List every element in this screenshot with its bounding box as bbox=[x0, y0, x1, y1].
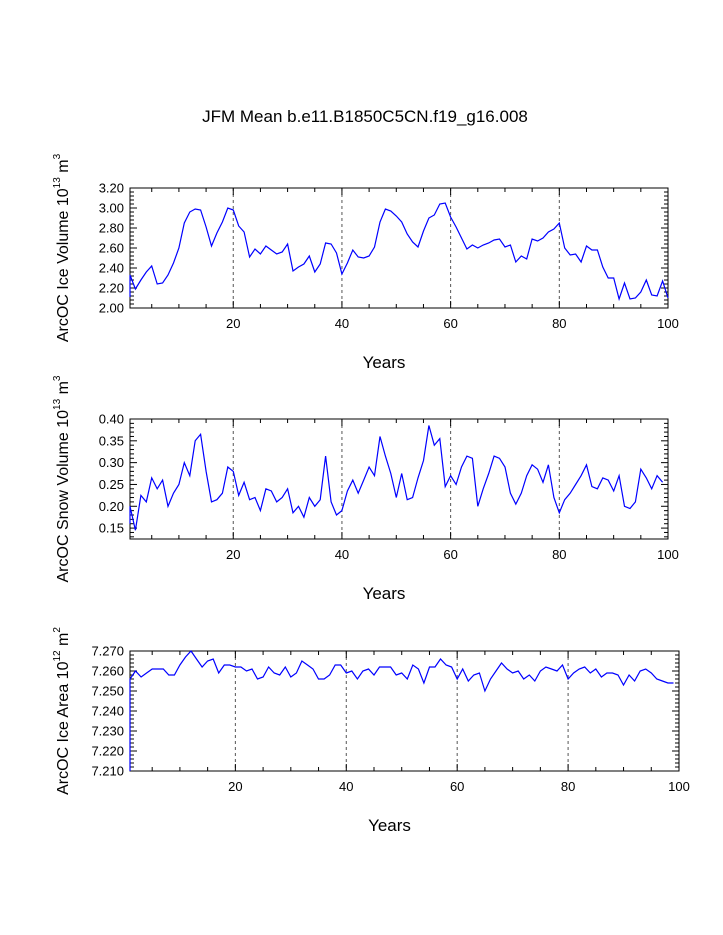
y-axis-title-unit: m bbox=[55, 381, 72, 399]
y-tick-label: 2.80 bbox=[99, 221, 124, 236]
x-axis-title: Years bbox=[363, 353, 406, 372]
y-axis-title-exponent: 13 bbox=[52, 398, 63, 410]
y-axis-title-main: ArcOC Ice Area 10 bbox=[55, 661, 72, 794]
y-tick-label: 7.270 bbox=[91, 644, 124, 659]
x-tick-label: 60 bbox=[443, 547, 457, 562]
x-tick-label: 100 bbox=[657, 316, 679, 331]
plot-frame bbox=[129, 418, 669, 540]
x-axis-title: Years bbox=[368, 816, 411, 835]
y-tick-label: 2.40 bbox=[99, 261, 124, 276]
y-tick-label: 7.260 bbox=[91, 664, 124, 679]
panel-1: 20 40 60 80 100 2.00 2.20 2.40 2.60 2.80 3.00 3.20 Y… bbox=[52, 153, 679, 372]
x-tick-label: 40 bbox=[339, 779, 353, 794]
figure-title: JFM Mean b.e11.B1850C5CN.f19_g16.008 bbox=[202, 107, 528, 126]
y-tick-label: 0.25 bbox=[99, 477, 124, 492]
y-tick-label: 7.250 bbox=[91, 684, 124, 699]
x-tick-label: 60 bbox=[450, 779, 464, 794]
y-axis-title-unit: m bbox=[55, 159, 72, 177]
y-tick-label: 7.240 bbox=[91, 704, 124, 719]
y-tick-label: 7.210 bbox=[91, 764, 124, 779]
y-tick-label: 3.00 bbox=[99, 201, 124, 216]
y-axis-title: ArcOC Ice Volume 1013 m3 bbox=[52, 153, 72, 342]
y-axis-title-unit-exponent: 3 bbox=[52, 153, 63, 159]
y-axis-title-exponent: 12 bbox=[52, 650, 63, 662]
y-tick-label: 0.30 bbox=[99, 455, 124, 470]
y-tick-label: 0.15 bbox=[99, 521, 124, 536]
x-tick-label: 20 bbox=[226, 316, 240, 331]
x-tick-label: 60 bbox=[443, 316, 457, 331]
y-axis-title-exponent: 13 bbox=[52, 177, 63, 189]
x-tick-label: 100 bbox=[668, 779, 690, 794]
y-axis-title-main: ArcOC Snow Volume 10 bbox=[55, 410, 72, 583]
y-axis-title-unit-exponent: 3 bbox=[52, 375, 63, 381]
x-tick-label: 80 bbox=[552, 316, 566, 331]
x-tick-label: 80 bbox=[561, 779, 575, 794]
x-axis-title: Years bbox=[363, 584, 406, 603]
x-tick-label: 40 bbox=[335, 547, 349, 562]
y-axis-title-unit: m bbox=[55, 633, 72, 651]
x-tick-label: 40 bbox=[335, 316, 349, 331]
series-line bbox=[129, 202, 669, 302]
x-tick-label: 100 bbox=[657, 547, 679, 562]
y-axis-title-unit-exponent: 2 bbox=[52, 627, 63, 633]
y-tick-label: 0.20 bbox=[99, 499, 124, 514]
y-tick-label: 2.60 bbox=[99, 241, 124, 256]
panels: 20 40 60 80 100 2.00 2.20 2.40 2.60 2.80 3.00 3.20 Y… bbox=[52, 153, 690, 835]
y-tick-label: 2.20 bbox=[99, 281, 124, 296]
panel-3: 20 40 60 80 100 7.210 7.220 7.230 7.240 7.250 7.26… bbox=[52, 627, 690, 835]
y-tick-label: 0.35 bbox=[99, 433, 124, 448]
plot-frame bbox=[129, 650, 680, 772]
x-tick-label: 20 bbox=[228, 779, 242, 794]
y-axis-title-main: ArcOC Ice Volume 10 bbox=[55, 188, 72, 342]
x-tick-label: 20 bbox=[226, 547, 240, 562]
y-tick-label: 2.00 bbox=[99, 301, 124, 316]
series-line bbox=[129, 650, 674, 771]
y-tick-label: 7.230 bbox=[91, 724, 124, 739]
y-axis-title: ArcOC Ice Area 1012 m2 bbox=[52, 627, 72, 795]
y-tick-label: 3.20 bbox=[99, 181, 124, 196]
y-tick-label: 0.40 bbox=[99, 412, 124, 427]
y-tick-label: 7.220 bbox=[91, 744, 124, 759]
series-line bbox=[129, 425, 664, 531]
x-tick-label: 80 bbox=[552, 547, 566, 562]
panel-2: 20 40 60 80 100 0.15 0.20 0.25 0.30 0.35 0.40 Years… bbox=[52, 375, 679, 603]
y-axis-title: ArcOC Snow Volume 1013 m3 bbox=[52, 375, 72, 582]
plot-frame bbox=[129, 187, 669, 309]
